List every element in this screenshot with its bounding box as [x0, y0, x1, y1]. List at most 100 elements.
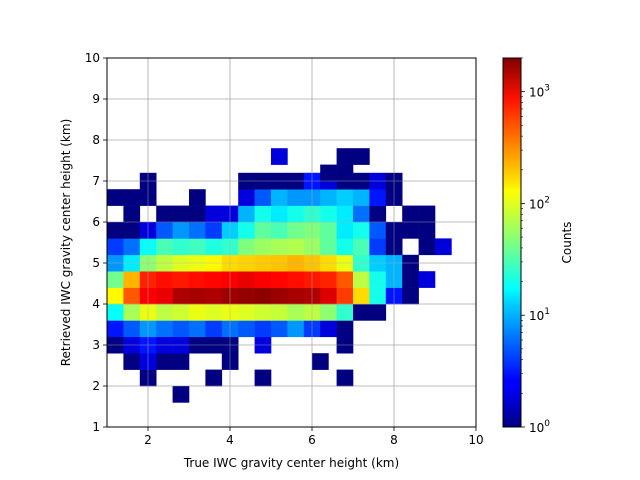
heatmap-cell [336, 287, 354, 305]
heatmap-cell [254, 222, 272, 239]
heatmap-cell [336, 369, 354, 387]
colorbar-label: Counts [560, 222, 574, 264]
y-tick-label: 3 [92, 338, 100, 352]
y-tick-label: 1 [92, 420, 100, 434]
heatmap-cell [107, 320, 124, 338]
heatmap-cell [205, 304, 223, 321]
heatmap-cell [205, 369, 223, 387]
heatmap-cell [172, 353, 190, 370]
heatmap-cell [271, 287, 288, 305]
colorbar-tick-label: 102 [529, 195, 550, 211]
heatmap-cell [353, 287, 370, 305]
heatmap-cell [123, 189, 141, 206]
heatmap-cell [107, 222, 124, 239]
heatmap-cell [254, 304, 272, 321]
heatmap-cell [238, 238, 255, 256]
heatmap-cell [336, 189, 354, 206]
heatmap-cell [320, 320, 337, 338]
heatmap-cell [123, 320, 141, 338]
x-axis-ticks: 2 4 6 8 10 [144, 427, 484, 447]
heatmap-cell [156, 353, 173, 370]
heatmap-cell [353, 205, 370, 223]
heatmap-cell [320, 189, 337, 206]
heatmap-cell [320, 164, 337, 182]
heatmap-cell [369, 271, 387, 288]
heatmap-cell [254, 205, 272, 223]
heatmap-cell [336, 205, 354, 223]
heatmap-cell [156, 271, 173, 288]
heatmap-cell [189, 189, 206, 206]
heatmap-cell [123, 271, 141, 288]
heatmap-cell [353, 271, 370, 288]
heatmap-cell [205, 320, 223, 338]
x-tick-label: 4 [226, 433, 234, 447]
heatmap-cell [254, 238, 272, 256]
heatmap-cell [287, 222, 305, 239]
heatmap-cell [172, 205, 190, 223]
heatmap-cell [320, 271, 337, 288]
heatmap-cell [238, 189, 255, 206]
x-tick-label: 10 [468, 433, 483, 447]
heatmap-cell [369, 287, 387, 305]
heatmap-cell [238, 205, 255, 223]
heatmap-cell [353, 189, 370, 206]
heatmap-cell [271, 222, 288, 239]
heatmap-cell [238, 222, 255, 239]
heatmap-cell [402, 222, 419, 239]
heatmap-cell [189, 238, 206, 256]
heatmap-cell [205, 287, 223, 305]
heatmap-cells [107, 148, 452, 403]
heatmap-cell [320, 287, 337, 305]
heatmap-cell [238, 271, 255, 288]
heatmap-cell [271, 304, 288, 321]
heatmap-cell [287, 271, 305, 288]
heatmap-cell [205, 205, 223, 223]
heatmap-cell [172, 222, 190, 239]
heatmap-cell [172, 238, 190, 256]
heatmap-cell [271, 238, 288, 256]
heatmap-cell [402, 271, 419, 288]
colorbar-tick-label: 100 [529, 419, 550, 435]
heatmap-cell [205, 271, 223, 288]
heatmap-cell [287, 238, 305, 256]
y-tick-label: 6 [92, 215, 100, 229]
heatmap-cell [107, 189, 124, 206]
x-tick-label: 8 [390, 433, 398, 447]
y-tick-label: 9 [92, 92, 100, 106]
heatmap-cell [320, 222, 337, 239]
heatmap-cell [107, 238, 124, 256]
y-axis-label: Retrieved IWC gravity center height (km) [59, 119, 73, 367]
heatmap-cell [123, 287, 141, 305]
heatmap-cell [123, 304, 141, 321]
heatmap-cell [336, 148, 354, 165]
y-tick-label: 10 [85, 51, 100, 65]
heatmap-cell [435, 238, 452, 256]
colorbar-ticks: 100 101 102 103 [521, 57, 550, 435]
plot-frame [106, 57, 477, 428]
heatmap-cell [336, 304, 354, 321]
heatmap-cell [172, 386, 190, 403]
heatmap-cell [320, 205, 337, 223]
colorbar-tick-label: 101 [529, 307, 550, 323]
heatmap-cell [369, 238, 387, 256]
y-tick-label: 5 [92, 256, 100, 270]
heatmap-cell [312, 353, 329, 370]
heatmap-cell [369, 189, 387, 206]
heatmap-cell [238, 287, 255, 305]
heatmap-cell [287, 189, 305, 206]
heatmap-cell [156, 205, 173, 223]
heatmap-cell [402, 205, 419, 223]
heatmap-cell [320, 238, 337, 256]
heatmap-cell [336, 164, 354, 182]
heatmap-cell [287, 304, 305, 321]
y-tick-label: 4 [92, 297, 100, 311]
heatmap-cell [271, 148, 288, 165]
heatmap-cell [336, 238, 354, 256]
heatmap-cell [287, 287, 305, 305]
heatmap-cell [189, 304, 206, 321]
heatmap-cell [271, 320, 288, 338]
heatmap-cell [123, 222, 141, 239]
heatmap-cell [156, 222, 173, 239]
y-tick-label: 2 [92, 379, 100, 393]
